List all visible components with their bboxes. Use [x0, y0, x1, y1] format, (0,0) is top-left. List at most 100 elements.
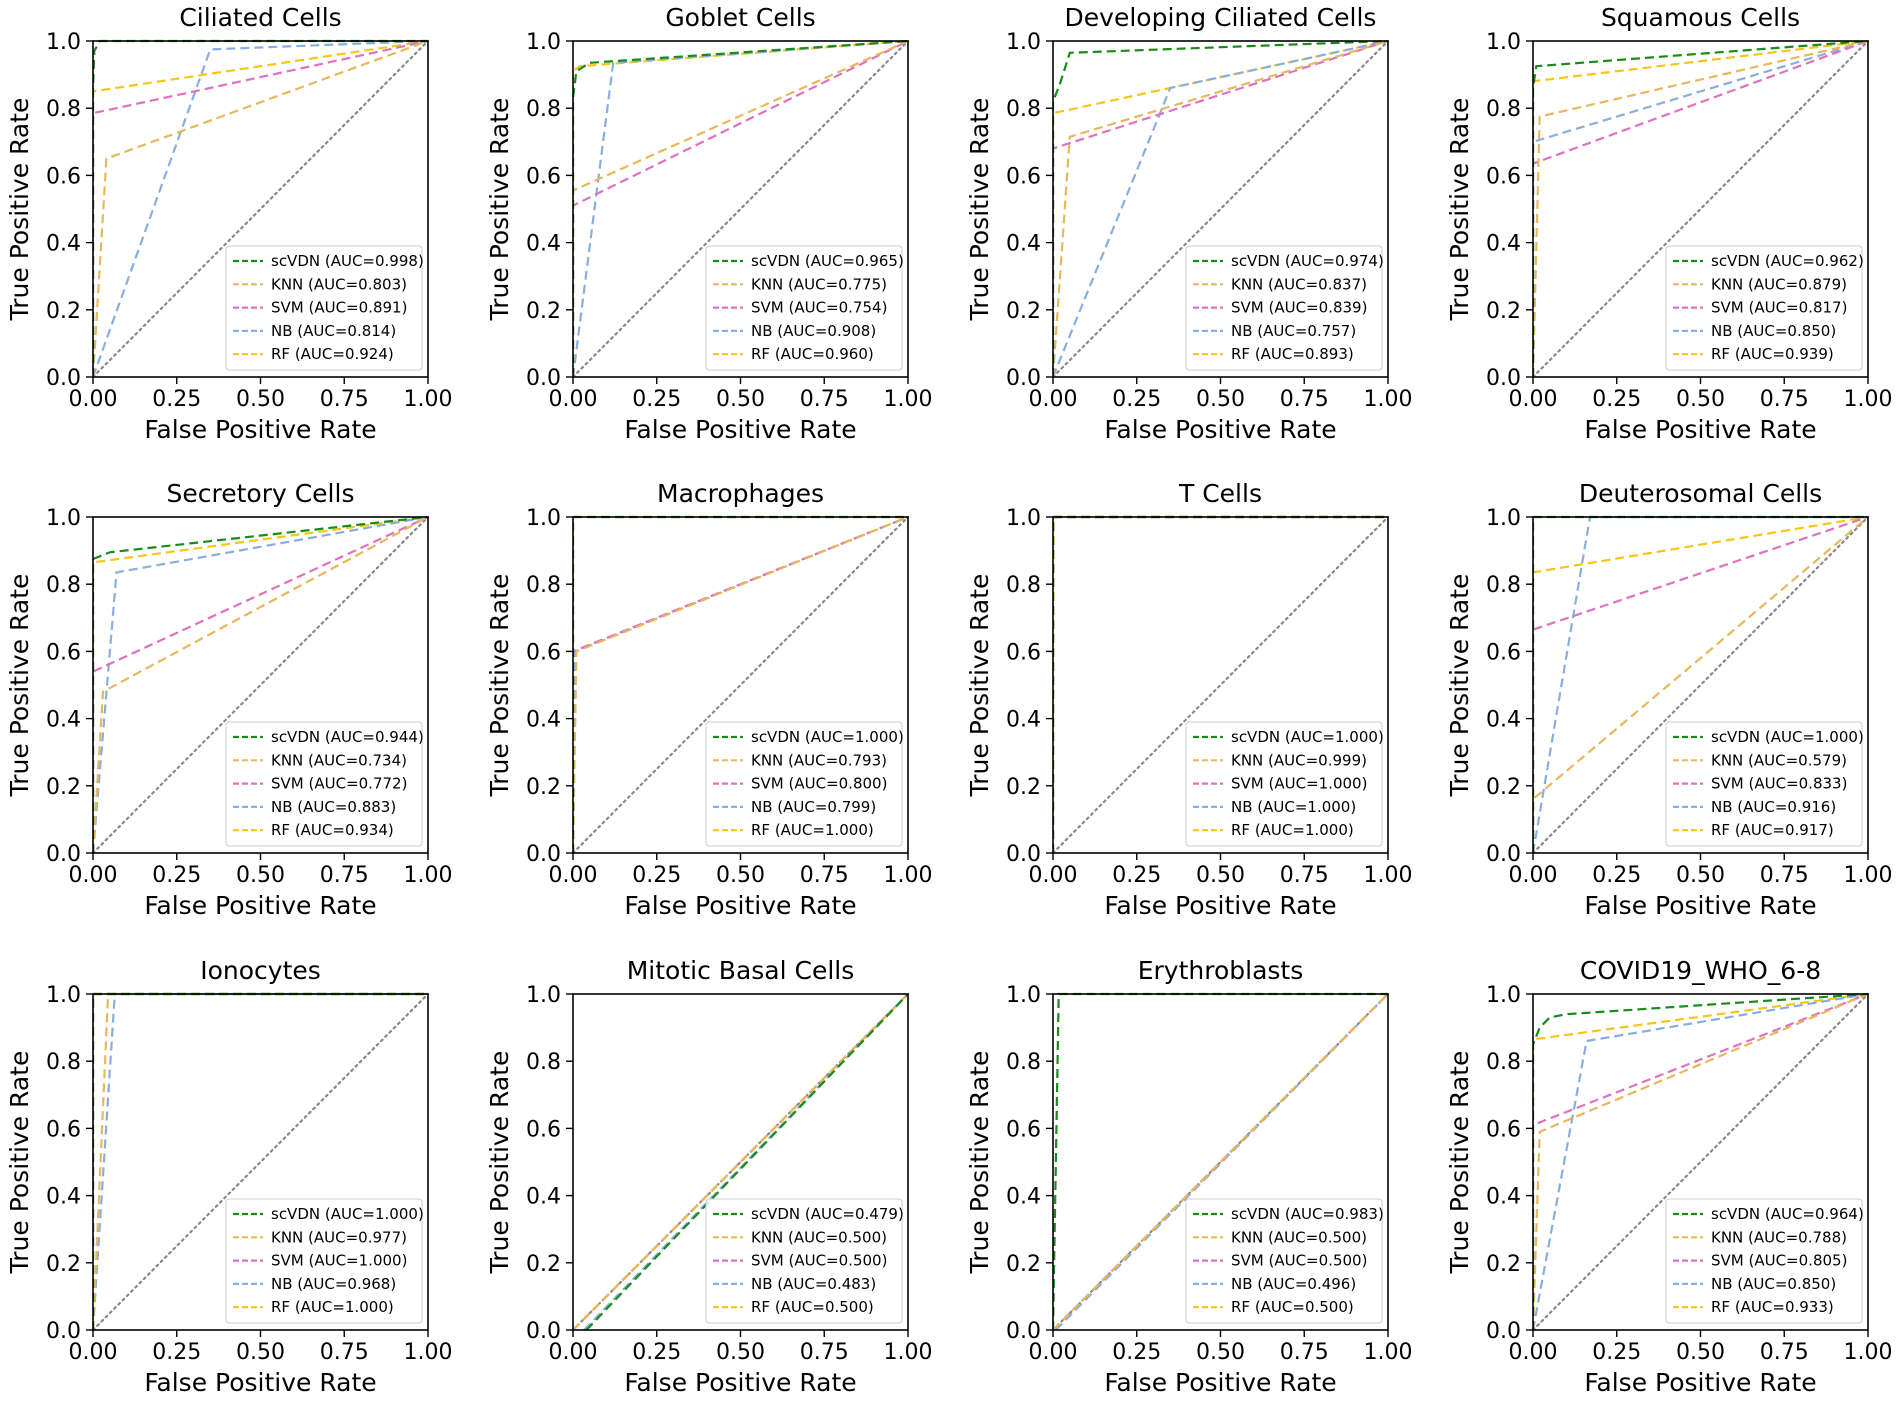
x-tick-label: 0.25 [632, 1340, 681, 1365]
y-tick-label: 0.4 [526, 1185, 561, 1210]
legend-entry: SVM (AUC=0.817) [1711, 299, 1847, 317]
x-tick-label: 0.50 [716, 387, 765, 412]
roc-curve-nb [93, 515, 429, 854]
legend-entry: scVDN (AUC=0.944) [271, 728, 424, 746]
legend-entry: KNN (AUC=0.788) [1711, 1228, 1847, 1246]
diagonal-reference-line [1051, 515, 1390, 855]
x-tick-label: 1.00 [884, 387, 933, 412]
legend-entry: scVDN (AUC=1.000) [751, 728, 904, 746]
y-tick-label: 1.0 [1486, 30, 1521, 55]
y-tick-label: 0.2 [46, 775, 81, 800]
y-tick-label: 0.2 [526, 1252, 561, 1277]
x-tick-label: 0.00 [1509, 863, 1558, 888]
legend-entry: NB (AUC=0.850) [1711, 322, 1836, 340]
y-tick-label: 0.0 [526, 366, 561, 391]
y-tick-label: 0.8 [46, 573, 81, 598]
x-tick-label: 0.25 [632, 387, 681, 412]
diagonal-reference-line [91, 39, 430, 379]
roc-curve-nb [1533, 992, 1869, 1331]
x-tick-label: 1.00 [1844, 387, 1893, 412]
legend-entry: NB (AUC=0.850) [1711, 1275, 1836, 1293]
y-tick-label: 1.0 [1486, 983, 1521, 1008]
legend-box [225, 1198, 423, 1324]
legend-entry: RF (AUC=1.000) [271, 1298, 394, 1316]
y-tick-label: 0.6 [46, 640, 81, 665]
y-tick-label: 1.0 [526, 983, 561, 1008]
legend-entry: SVM (AUC=0.754) [751, 299, 887, 317]
y-tick-label: 0.4 [1486, 708, 1521, 733]
roc-panel: COVID19_WHO_6-8 0.00 0.25 0.50 0.75 1.00 0.0 0.… [1445, 956, 1892, 1397]
legend-entry: scVDN (AUC=0.964) [1711, 1205, 1864, 1223]
x-tick-label: 0.25 [1112, 387, 1161, 412]
y-tick-label: 0.2 [1006, 775, 1041, 800]
y-tick-label: 0.2 [526, 775, 561, 800]
roc-curve-scvdn [1533, 39, 1869, 377]
x-axis-label: False Positive Rate [1104, 415, 1336, 444]
x-tick-label: 0.50 [1676, 387, 1725, 412]
roc-panel: Goblet Cells 0.00 0.25 0.50 0.75 1.00 0.0 0.2 0.… [485, 3, 932, 444]
legend-entry: RF (AUC=0.924) [271, 345, 394, 363]
legend-entry: KNN (AUC=0.999) [1231, 751, 1367, 769]
roc-curve-knn [1053, 993, 1389, 1331]
roc-curve-svm [1533, 39, 1869, 377]
chart-title: Developing Ciliated Cells [1065, 3, 1377, 32]
y-tick-label: 0.2 [1486, 1252, 1521, 1277]
roc-curve-rf [1533, 515, 1869, 853]
legend-entry: NB (AUC=0.483) [751, 1275, 876, 1293]
legend-entry: scVDN (AUC=1.000) [271, 1205, 424, 1223]
x-tick-label: 0.75 [320, 863, 369, 888]
legend-entry: KNN (AUC=0.734) [271, 751, 407, 769]
y-tick-label: 0.4 [1006, 708, 1041, 733]
y-tick-label: 0.8 [1486, 97, 1521, 122]
legend: scVDN (AUC=0.965) KNN (AUC=0.775) SVM (AUC… [705, 245, 904, 371]
x-tick-label: 0.25 [152, 863, 201, 888]
roc-curve-svm [573, 40, 909, 377]
legend-entry: scVDN (AUC=0.479) [751, 1205, 904, 1223]
x-tick-label: 1.00 [404, 863, 453, 888]
x-tick-label: 0.25 [1592, 1340, 1641, 1365]
x-tick-label: 0.25 [1112, 863, 1161, 888]
roc-panel: Ionocytes 0.00 0.25 0.50 0.75 1.00 0.0 0.2 0.4 0.… [5, 956, 452, 1397]
legend: scVDN (AUC=0.962) KNN (AUC=0.879) SVM (AUC… [1665, 245, 1864, 371]
y-tick-label: 1.0 [526, 506, 561, 531]
y-tick-label: 1.0 [1486, 506, 1521, 531]
y-tick-label: 0.2 [46, 1252, 81, 1277]
x-tick-label: 0.00 [1509, 387, 1558, 412]
y-tick-label: 0.8 [526, 97, 561, 122]
y-tick-label: 0.4 [1486, 232, 1521, 257]
legend-box [1665, 245, 1863, 371]
legend-entry: scVDN (AUC=1.000) [1231, 728, 1384, 746]
legend-entry: NB (AUC=0.908) [751, 322, 876, 340]
y-tick-label: 0.2 [46, 299, 81, 324]
x-tick-label: 1.00 [1364, 863, 1413, 888]
chart-title: COVID19_WHO_6-8 [1580, 956, 1821, 985]
y-tick-label: 0.0 [1006, 1319, 1041, 1344]
legend-entry: scVDN (AUC=0.962) [1711, 252, 1864, 270]
legend-entry: KNN (AUC=0.803) [271, 275, 407, 293]
legend-entry: KNN (AUC=0.500) [751, 1228, 887, 1246]
y-axis-label: True Positive Rate [5, 574, 34, 798]
legend-entry: RF (AUC=0.500) [1231, 1298, 1354, 1316]
legend-entry: KNN (AUC=0.500) [1231, 1228, 1367, 1246]
x-tick-label: 0.50 [1676, 1340, 1725, 1365]
roc-panel: Macrophages 0.00 0.25 0.50 0.75 1.00 0.0 0.2 0.4… [485, 479, 932, 920]
roc-curve-knn [1533, 992, 1869, 1331]
y-tick-label: 0.0 [46, 1319, 81, 1344]
y-tick-label: 0.8 [1486, 573, 1521, 598]
legend-box [705, 1198, 903, 1324]
roc-curve-knn [93, 39, 429, 378]
x-tick-label: 0.75 [800, 863, 849, 888]
legend-entry: RF (AUC=0.917) [1711, 821, 1834, 839]
legend-entry: NB (AUC=1.000) [1231, 798, 1356, 816]
y-tick-label: 0.2 [1486, 775, 1521, 800]
x-tick-label: 1.00 [1364, 387, 1413, 412]
legend-box [705, 245, 903, 371]
x-axis-label: False Positive Rate [624, 891, 856, 920]
legend-entry: KNN (AUC=0.775) [751, 275, 887, 293]
y-tick-label: 0.0 [1486, 366, 1521, 391]
x-tick-label: 0.25 [1112, 1340, 1161, 1365]
legend-entry: SVM (AUC=0.500) [751, 1252, 887, 1270]
legend-entry: NB (AUC=0.968) [271, 1275, 396, 1293]
chart-title: Ionocytes [200, 956, 321, 985]
x-tick-label: 0.25 [1592, 387, 1641, 412]
